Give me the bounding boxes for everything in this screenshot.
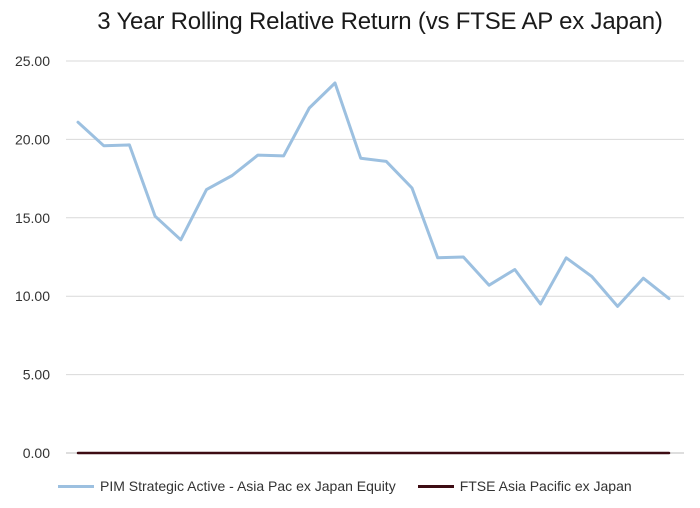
data-point-s1-2 — [128, 452, 130, 454]
data-point-s1-7 — [257, 452, 259, 454]
data-point-s1-1 — [102, 452, 104, 454]
data-point-s1-3 — [154, 452, 156, 454]
data-point-s1-10 — [334, 452, 336, 454]
data-point-s0-21 — [616, 305, 618, 307]
data-point-s0-2 — [128, 144, 130, 146]
legend-label-ftse: FTSE Asia Pacific ex Japan — [459, 478, 632, 494]
data-point-s0-9 — [308, 107, 310, 109]
data-point-s0-0 — [77, 121, 79, 123]
data-point-s0-3 — [154, 215, 156, 217]
data-point-s0-10 — [334, 82, 336, 84]
data-point-s0-12 — [385, 160, 387, 162]
data-point-s0-5 — [205, 188, 207, 190]
data-point-s1-6 — [231, 452, 233, 454]
data-point-s1-0 — [77, 452, 79, 454]
data-point-s0-16 — [488, 284, 490, 286]
data-point-s1-13 — [411, 452, 413, 454]
data-point-s0-4 — [180, 239, 182, 241]
data-point-s0-19 — [565, 257, 567, 259]
data-point-s0-23 — [668, 297, 670, 299]
data-point-s0-22 — [642, 277, 644, 279]
y-tick-label-2: 10.00 — [15, 288, 50, 304]
data-point-s1-14 — [437, 452, 439, 454]
data-point-s1-19 — [565, 452, 567, 454]
data-point-s1-20 — [591, 452, 593, 454]
legend-swatch-pim — [58, 484, 94, 488]
data-point-s0-11 — [359, 157, 361, 159]
data-point-s1-21 — [616, 452, 618, 454]
data-point-s1-11 — [359, 452, 361, 454]
data-point-s0-8 — [282, 155, 284, 157]
data-point-s0-1 — [102, 144, 104, 146]
legend-swatch-ftse — [417, 484, 454, 488]
data-point-s0-6 — [231, 174, 233, 176]
data-point-s0-14 — [437, 257, 439, 259]
data-point-s1-9 — [308, 452, 310, 454]
series-line-0 — [76, 81, 671, 308]
y-tick-label-5: 25.00 — [15, 53, 50, 69]
data-point-s0-17 — [514, 268, 516, 270]
chart-title: 3 Year Rolling Relative Return (vs FTSE … — [97, 8, 663, 35]
legend-label-pim: PIM Strategic Active - Asia Pac ex Japan… — [100, 478, 396, 494]
data-point-s0-18 — [539, 303, 541, 305]
data-point-s1-4 — [180, 452, 182, 454]
chart-legend: PIM Strategic Active - Asia Pac ex Japan… — [58, 474, 654, 498]
data-point-s1-16 — [488, 452, 490, 454]
data-point-s1-8 — [282, 452, 284, 454]
data-point-s1-18 — [539, 452, 541, 454]
data-point-s1-15 — [462, 452, 464, 454]
data-point-s1-23 — [668, 452, 670, 454]
chart-plot: 0.00 5.00 10.00 15.00 20.00 25.00 — [15, 53, 684, 461]
y-tick-label-0: 0.00 — [23, 445, 50, 461]
data-point-s1-17 — [514, 452, 516, 454]
data-point-s1-12 — [385, 452, 387, 454]
data-point-s0-20 — [591, 275, 593, 277]
legend-item-pim: PIM Strategic Active - Asia Pac ex Japan… — [58, 478, 396, 494]
y-tick-label-3: 15.00 — [15, 210, 50, 226]
data-point-s0-7 — [257, 154, 259, 156]
data-point-s1-5 — [205, 452, 207, 454]
y-tick-label-1: 5.00 — [23, 367, 50, 383]
legend-item-ftse: FTSE Asia Pacific ex Japan — [417, 478, 632, 494]
data-point-s1-22 — [642, 452, 644, 454]
data-point-s0-15 — [462, 256, 464, 258]
data-point-s0-13 — [411, 187, 413, 189]
y-tick-label-4: 20.00 — [15, 131, 50, 147]
